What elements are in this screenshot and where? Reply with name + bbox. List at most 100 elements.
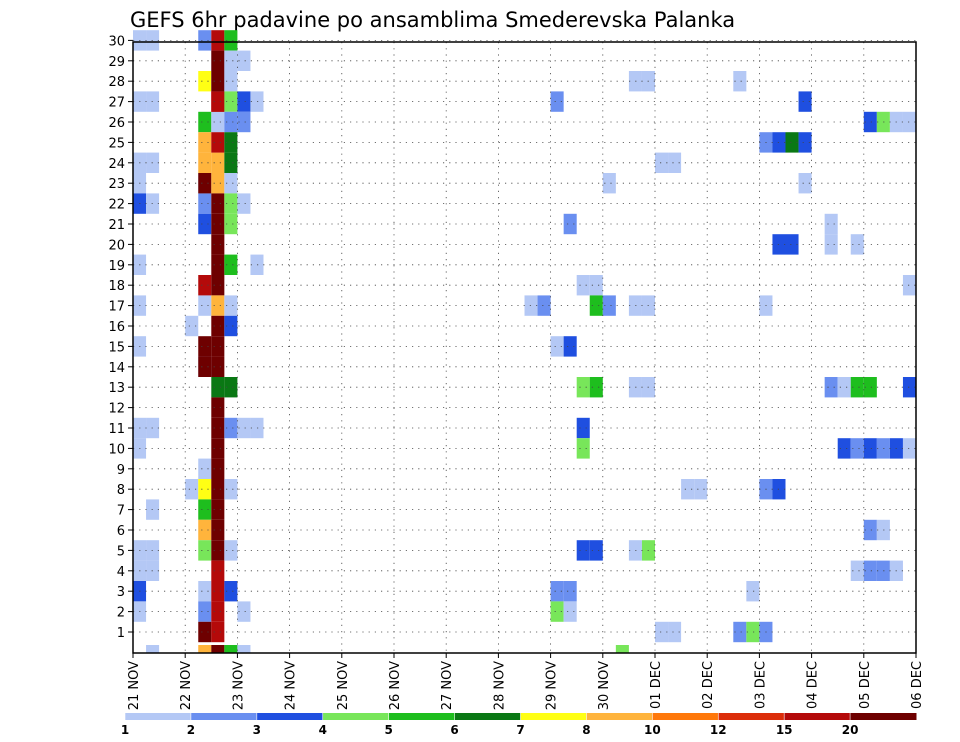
data-cell bbox=[850, 234, 864, 255]
data-cell bbox=[576, 275, 590, 296]
data-cell bbox=[733, 621, 747, 643]
data-cell bbox=[746, 621, 760, 643]
data-cell bbox=[589, 275, 603, 296]
data-cell bbox=[198, 581, 212, 602]
y-tick-label: 29 bbox=[108, 55, 125, 70]
data-cell bbox=[211, 479, 225, 500]
data-cell bbox=[198, 601, 212, 622]
data-cell bbox=[211, 91, 225, 112]
precipitation-cells bbox=[133, 30, 916, 653]
data-cell bbox=[224, 173, 238, 194]
data-cell bbox=[863, 111, 877, 133]
data-cell bbox=[211, 111, 225, 133]
data-cell bbox=[837, 377, 851, 398]
data-cell bbox=[198, 645, 212, 653]
data-cell bbox=[224, 30, 238, 51]
colorbar-label: 10 bbox=[644, 723, 661, 737]
data-cell bbox=[211, 193, 225, 214]
data-cell bbox=[198, 275, 212, 296]
y-tick-label: 23 bbox=[108, 177, 125, 192]
colorbar-swatch bbox=[652, 713, 719, 720]
data-cell bbox=[250, 91, 264, 112]
data-cell bbox=[198, 30, 212, 51]
data-cell bbox=[550, 336, 564, 357]
y-tick-label: 25 bbox=[108, 136, 125, 151]
data-cell bbox=[211, 645, 225, 653]
data-cell bbox=[798, 132, 812, 153]
data-cell bbox=[211, 356, 225, 377]
data-cell bbox=[733, 71, 747, 92]
data-cell bbox=[198, 519, 212, 541]
y-tick-label: 3 bbox=[117, 585, 125, 600]
data-cell bbox=[224, 377, 238, 398]
data-cell bbox=[237, 50, 251, 71]
data-cell bbox=[694, 479, 708, 500]
data-cell bbox=[198, 193, 212, 214]
data-cell bbox=[224, 132, 238, 153]
data-cell bbox=[785, 132, 799, 153]
data-cell bbox=[681, 479, 695, 500]
x-tick-label: 03 DEC bbox=[753, 661, 768, 709]
data-cell bbox=[198, 111, 212, 133]
y-tick-label: 17 bbox=[108, 300, 125, 315]
y-tick-label: 30 bbox=[108, 34, 125, 49]
data-cell bbox=[237, 645, 251, 653]
data-cell bbox=[211, 601, 225, 622]
data-cell bbox=[237, 417, 251, 439]
data-cell bbox=[824, 234, 838, 255]
data-cell bbox=[198, 336, 212, 357]
data-cell bbox=[224, 315, 238, 337]
y-tick-label: 16 bbox=[108, 320, 125, 335]
data-cell bbox=[224, 71, 238, 92]
data-cell bbox=[211, 213, 225, 235]
data-cell bbox=[198, 499, 212, 520]
data-cell bbox=[198, 173, 212, 194]
data-cell bbox=[798, 173, 812, 194]
y-tick-label: 24 bbox=[108, 157, 125, 172]
colorbar-swatch bbox=[850, 713, 917, 720]
data-cell bbox=[198, 152, 212, 173]
data-cell bbox=[550, 91, 564, 112]
colorbar-label: 6 bbox=[450, 723, 458, 737]
colorbar-label: 15 bbox=[776, 723, 793, 737]
x-tick-label: 21 NOV bbox=[127, 661, 142, 710]
y-tick-label: 15 bbox=[108, 340, 125, 355]
y-tick-label: 13 bbox=[108, 381, 125, 396]
data-cell bbox=[902, 438, 916, 459]
data-cell bbox=[746, 581, 760, 602]
data-cell bbox=[563, 213, 577, 235]
data-cell bbox=[198, 479, 212, 500]
data-cell bbox=[250, 254, 264, 275]
colorbar-swatch bbox=[190, 713, 258, 720]
data-cell bbox=[211, 499, 225, 520]
data-cell bbox=[563, 581, 577, 602]
data-cell bbox=[185, 479, 199, 500]
data-cell bbox=[211, 519, 225, 541]
y-axis: 1234567891011121314151617181920212223242… bbox=[108, 34, 133, 641]
data-cell bbox=[198, 295, 212, 316]
data-cell bbox=[589, 377, 603, 398]
x-tick-label: 02 DEC bbox=[701, 661, 716, 709]
colorbar-label: 4 bbox=[319, 723, 327, 737]
data-cell bbox=[668, 621, 682, 643]
colorbar-swatch bbox=[718, 713, 785, 720]
colorbar-swatch bbox=[322, 713, 390, 720]
y-tick-label: 1 bbox=[117, 626, 125, 641]
y-tick-label: 14 bbox=[108, 361, 125, 376]
y-tick-label: 4 bbox=[117, 565, 125, 580]
data-cell bbox=[850, 438, 864, 459]
data-cell bbox=[576, 417, 590, 439]
data-cell bbox=[563, 336, 577, 357]
data-cell bbox=[211, 438, 225, 459]
data-cell bbox=[576, 377, 590, 398]
y-tick-label: 11 bbox=[108, 422, 125, 437]
data-cell bbox=[576, 438, 590, 459]
data-cell bbox=[550, 601, 564, 622]
colorbar-label: 1 bbox=[121, 723, 129, 737]
data-cell bbox=[211, 540, 225, 561]
data-cell bbox=[224, 479, 238, 500]
x-tick-label: 24 NOV bbox=[284, 661, 299, 710]
data-cell bbox=[902, 275, 916, 296]
y-tick-label: 10 bbox=[108, 442, 125, 457]
